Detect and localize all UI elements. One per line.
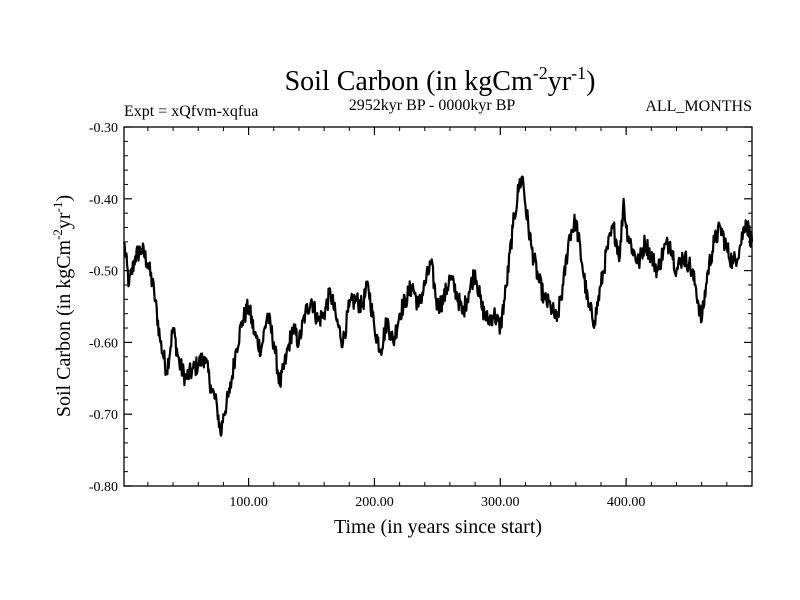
chart-title: Soil Carbon (in kgCm-2yr-1) (285, 63, 596, 97)
y-axis: -0.30 -0.40 -0.50 -0.60 -0.70 -0.80 (89, 121, 752, 495)
title-mid: yr (548, 66, 572, 97)
ylabel-mid: yr (53, 212, 75, 229)
ylabel-sup-2: -1 (50, 202, 65, 213)
x-tick-label: 200.00 (355, 495, 394, 510)
title-main: Soil Carbon (in kgCm (285, 66, 533, 97)
subtitle-experiment: Expt = xQfvm-xqfua (124, 103, 258, 120)
plot-frame (123, 126, 753, 487)
x-tick-label: 100.00 (229, 495, 268, 510)
x-tick-label: 400.00 (607, 495, 646, 510)
series-line-soil-carbon (122, 175, 754, 437)
title-end: ) (586, 66, 595, 97)
x-axis: 100.00 200.00 300.00 400.00 (147, 127, 728, 510)
subtitle-months: ALL_MONTHS (645, 98, 752, 115)
subtitle-period: 2952kyr BP - 0000kyr BP (349, 97, 516, 114)
ylabel-main: Soil Carbon (in kgCm (53, 239, 75, 417)
y-tick-label: -0.70 (89, 408, 118, 423)
x-axis-label: Time (in years since start) (334, 516, 542, 538)
title-sup-2: -1 (571, 63, 586, 83)
y-axis-label: Soil Carbon (in kgCm-2yr-1) (50, 195, 75, 417)
y-tick-label: -0.40 (89, 193, 118, 208)
x-tick-label: 300.00 (481, 495, 520, 510)
ylabel-end: ) (53, 195, 75, 202)
title-sup-1: -2 (533, 63, 548, 83)
y-tick-label: -0.80 (89, 480, 118, 495)
y-tick-label: -0.60 (89, 336, 118, 351)
y-tick-label: -0.30 (89, 121, 118, 136)
ylabel-sup-1: -2 (50, 229, 65, 240)
y-tick-label: -0.50 (89, 265, 118, 280)
